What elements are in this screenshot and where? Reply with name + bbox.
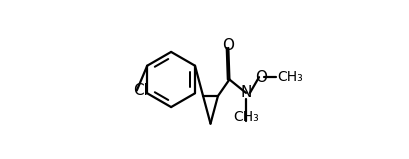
- Text: O: O: [222, 38, 234, 53]
- Text: Cl: Cl: [133, 83, 147, 98]
- Text: N: N: [240, 85, 251, 100]
- Text: CH₃: CH₃: [277, 70, 303, 84]
- Text: O: O: [254, 70, 266, 85]
- Text: CH₃: CH₃: [233, 110, 258, 124]
